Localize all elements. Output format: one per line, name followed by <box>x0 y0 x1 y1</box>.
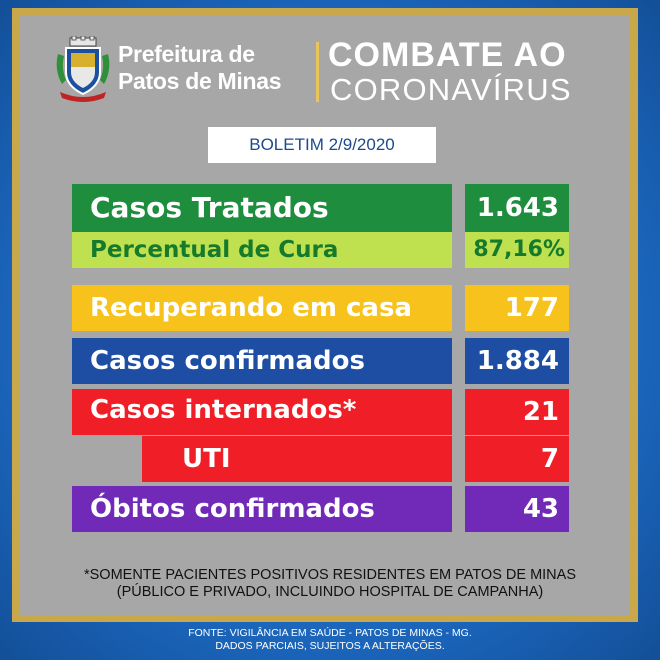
treated-label: Casos Tratados <box>72 184 452 232</box>
treated-value: 1.643 <box>465 184 569 232</box>
org-name-line1: Prefeitura de <box>118 41 255 67</box>
footnote-line2: (PÚBLICO E PRIVADO, INCLUINDO HOSPITAL D… <box>116 584 544 600</box>
org-name-line2: Patos de Minas <box>118 68 282 94</box>
icu-value: 7 <box>465 436 569 482</box>
home-recovery-label: Recuperando em casa <box>72 285 452 331</box>
campaign-title-line1: COMBATE AO <box>328 36 567 74</box>
source-note: FONTE: VIGILÂNCIA EM SAÚDE - PATOS DE MI… <box>0 627 660 653</box>
cure-rate-label: Percentual de Cura <box>72 232 452 268</box>
icu-label: UTI <box>142 436 452 482</box>
city-coat-of-arms-icon <box>56 36 110 102</box>
deaths-value: 43 <box>465 486 569 532</box>
source-line2: DADOS PARCIAIS, SUJEITOS A ALTERAÇÕES. <box>215 640 445 652</box>
footnote: *SOMENTE PACIENTES POSITIVOS RESIDENTES … <box>30 567 630 601</box>
source-line1: FONTE: VIGILÂNCIA EM SAÚDE - PATOS DE MI… <box>188 627 472 639</box>
hospitalized-label: Casos internados* <box>72 389 452 435</box>
hospitalized-value: 21 <box>465 389 569 435</box>
cure-rate-value: 87,16% <box>465 232 569 268</box>
org-name: Prefeitura de Patos de Minas <box>118 41 318 95</box>
home-recovery-value: 177 <box>465 285 569 331</box>
confirmed-label: Casos confirmados <box>72 338 452 384</box>
campaign-title-line2: CORONAVÍRUS <box>330 72 572 107</box>
bulletin-date: BOLETIM 2/9/2020 <box>208 127 436 163</box>
deaths-label: Óbitos confirmados <box>72 486 452 532</box>
confirmed-value: 1.884 <box>465 338 569 384</box>
footnote-line1: *SOMENTE PACIENTES POSITIVOS RESIDENTES … <box>83 567 577 583</box>
header-divider <box>316 42 319 102</box>
